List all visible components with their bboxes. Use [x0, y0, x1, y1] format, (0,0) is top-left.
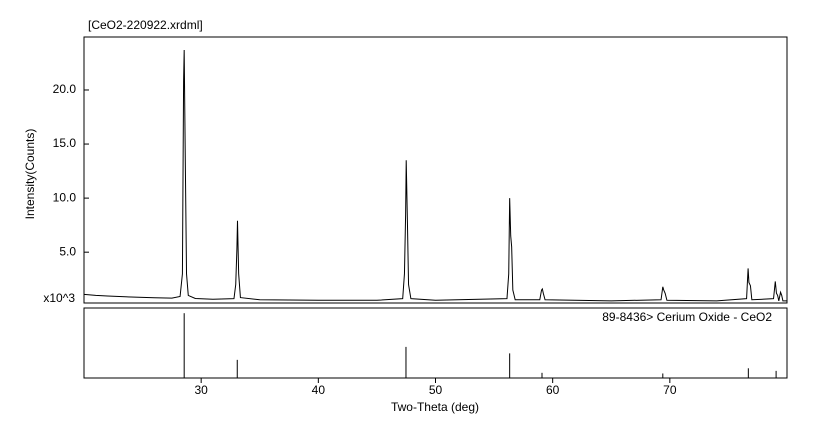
- plot-frame: [83, 36, 788, 304]
- x-tick-label: 50: [429, 383, 443, 397]
- pattern-line: [83, 49, 787, 302]
- x-axis-label: Two-Theta (deg): [391, 400, 479, 414]
- x-tick-label: 60: [546, 383, 560, 397]
- reference-title: 89-8436> Cerium Oxide - CeO2: [602, 310, 772, 324]
- chart-title: [CeO2-220922.xrdml]: [88, 18, 203, 32]
- x-tick-label: 40: [312, 383, 326, 397]
- y-axis-label: Intensity(Counts): [23, 129, 37, 220]
- y-multiplier: x10^3: [43, 291, 75, 305]
- y-tick-label: 10.0: [53, 190, 77, 204]
- x-tick-label: 70: [663, 383, 677, 397]
- x-tick-label: 30: [194, 383, 208, 397]
- y-tick-label: 15.0: [53, 136, 77, 150]
- y-tick-label: 5.0: [59, 244, 76, 258]
- y-tick-label: 20.0: [53, 82, 77, 96]
